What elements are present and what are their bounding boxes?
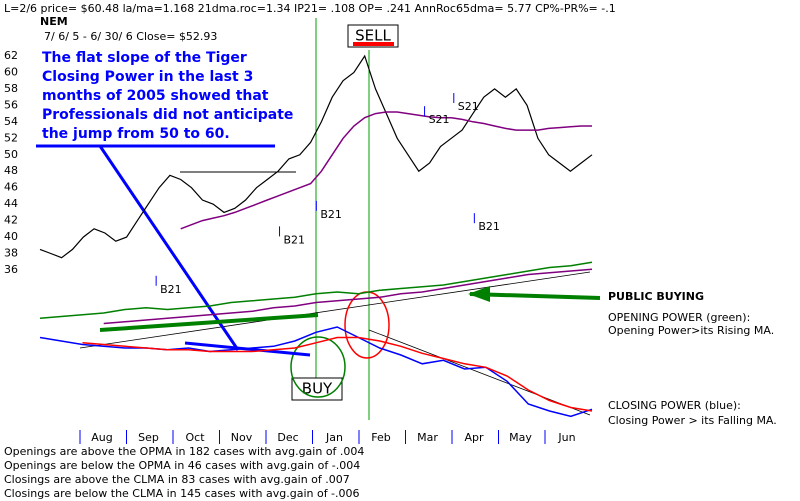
x-tick-label: Feb [371, 431, 390, 444]
x-tick-label: Dec [277, 431, 298, 444]
y-tick-label: 60 [4, 65, 18, 78]
price-line [180, 111, 592, 230]
y-tick-label: 50 [4, 148, 18, 161]
y-tick-label: 54 [4, 115, 18, 128]
x-tick-label: Apr [464, 431, 484, 444]
annotation: The flat slope of the Tiger [42, 50, 247, 66]
annotation: months of 2005 showed that [42, 88, 269, 104]
signal-label: B21 [478, 220, 500, 233]
y-tick-label: 52 [4, 131, 18, 144]
price-line [39, 54, 593, 259]
stats-line: Openings are above the OPMA in 182 cases… [4, 445, 364, 458]
y-tick-label: 40 [4, 230, 18, 243]
y-tick-label: 48 [4, 164, 18, 177]
x-tick-label: Jun [557, 431, 575, 444]
y-tick-label: 56 [4, 98, 18, 111]
closing-power-text: Closing Power > its Falling MA. [608, 414, 777, 427]
date-range: 7/ 6/ 5 - 6/ 30/ 6 Close= $52.93 [44, 30, 217, 43]
arrow-head [468, 286, 490, 302]
power-line [82, 336, 593, 412]
trend-line [368, 329, 591, 416]
stats-line: Closings are below the CLMA in 145 cases… [4, 487, 360, 500]
pointer-line [98, 145, 240, 351]
signal-label: B21 [320, 208, 342, 221]
annotation: Closing Power in the last 3 [42, 69, 253, 85]
opening-power-text: Opening Power>its Rising MA. [608, 324, 774, 337]
public-buying: PUBLIC BUYING [608, 290, 704, 303]
closing-power-text: CLOSING POWER (blue): [608, 399, 741, 412]
x-tick-label: Nov [231, 431, 253, 444]
annotation: Professionals did not anticipate [42, 107, 293, 123]
opening-power-text: OPENING POWER (green): [608, 311, 750, 324]
annotation: the jump from 50 to 60. [42, 126, 230, 142]
pointer-arrow [469, 292, 601, 300]
signal-label: B21 [160, 283, 182, 296]
x-tick-label: Sep [138, 431, 159, 444]
x-tick-label: Aug [91, 431, 112, 444]
y-tick-label: 44 [4, 197, 18, 210]
annotation-bg [38, 48, 278, 143]
pointer-arrow [99, 313, 319, 332]
sell-box [347, 24, 399, 48]
x-tick-label: Mar [417, 431, 438, 444]
sell-label: SELL [355, 27, 391, 45]
x-tick-label: Oct [185, 431, 205, 444]
header: L=2/6 price= $60.48 la/ma=1.168 21dma.ro… [4, 2, 616, 15]
highlight-circle [290, 336, 346, 398]
x-tick-label: Jan [325, 431, 343, 444]
power-line [103, 268, 593, 325]
ticker: NEM [40, 15, 68, 28]
power-line [39, 261, 593, 320]
y-tick-label: 42 [4, 214, 18, 227]
y-tick-label: 46 [4, 181, 18, 194]
buy-label: BUY [302, 380, 333, 398]
stats-line: Openings are below the OPMA in 46 cases … [4, 459, 360, 472]
stats-line: Closings are above the CLMA in 83 cases … [4, 473, 350, 486]
y-tick-label: 36 [4, 263, 18, 276]
x-tick-label: May [509, 431, 532, 444]
signal-label: B21 [284, 233, 306, 246]
y-tick-label: 38 [4, 247, 18, 260]
power-line [39, 326, 593, 418]
signal-label: S21 [429, 113, 450, 126]
y-tick-label: 62 [4, 49, 18, 62]
signal-label: S21 [458, 100, 479, 113]
trend-line [79, 271, 591, 349]
y-tick-label: 58 [4, 82, 18, 95]
